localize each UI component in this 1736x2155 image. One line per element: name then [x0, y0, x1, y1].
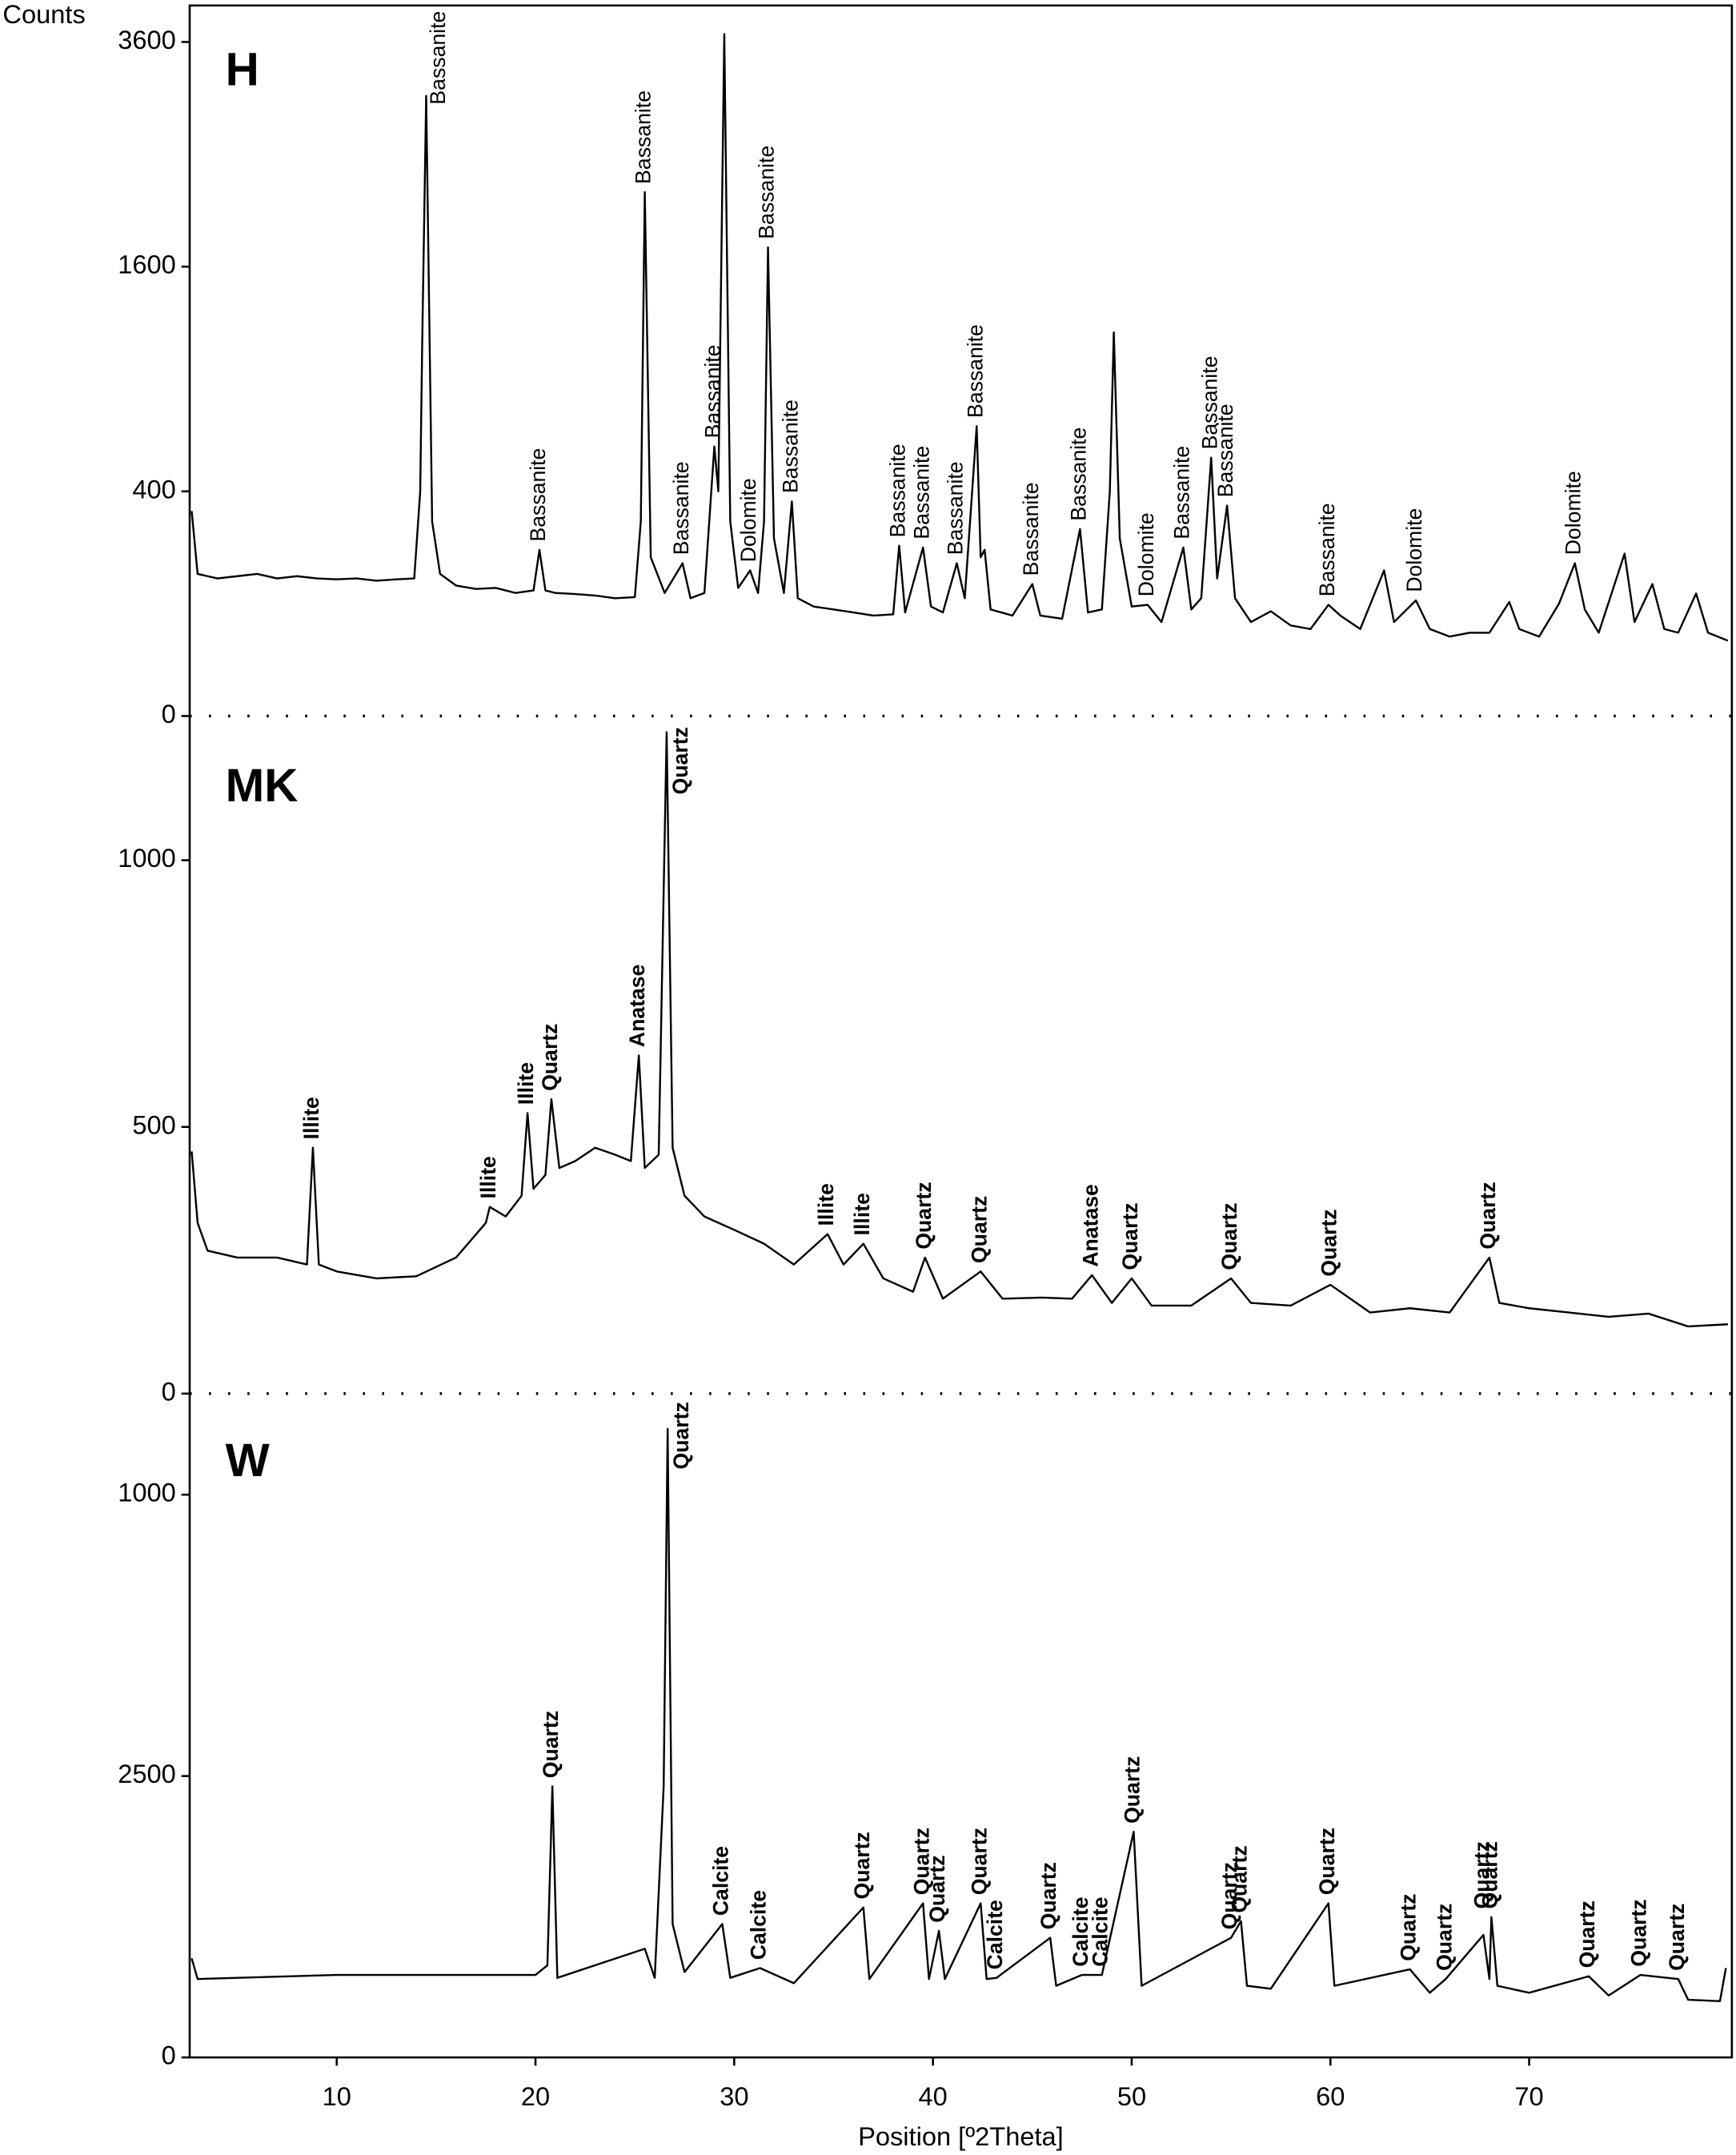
panel-label: H	[226, 43, 259, 95]
peak-label: Quartz	[925, 1855, 949, 1922]
peak-label: Dolomite	[1402, 508, 1426, 592]
peak-label: Bassanite	[909, 446, 933, 540]
x-tick-label: 20	[521, 2081, 550, 2111]
peak-label: Quartz	[850, 1832, 874, 1899]
peak-label: Quartz	[1036, 1862, 1060, 1929]
peak-label: Bassanite	[701, 345, 725, 439]
peak-label: Quartz	[1477, 1841, 1501, 1908]
y-tick-label: 400	[132, 474, 175, 504]
peak-label: Quartz	[912, 1182, 936, 1249]
peak-label: Illite	[814, 1183, 838, 1226]
peak-label: Quartz	[1476, 1182, 1500, 1249]
diffraction-line	[190, 731, 1728, 1328]
peak-label: Bassanite	[1197, 356, 1221, 450]
y-tick-label: 500	[132, 1110, 175, 1139]
peak-label: Bassanite	[1170, 446, 1194, 540]
x-tick-label: 70	[1514, 2081, 1543, 2111]
peak-label: Bassanite	[526, 448, 550, 542]
peak-label: Quartz	[1317, 1209, 1341, 1276]
y-tick-label: 1600	[118, 250, 176, 279]
peak-label: Dolomite	[1134, 512, 1158, 596]
peak-label: Quartz	[967, 1828, 991, 1895]
peak-label: Illite	[514, 1062, 538, 1105]
peak-label: Quartz	[1228, 1845, 1252, 1912]
peak-label: Quartz	[668, 727, 692, 794]
y-axis-label: Counts	[2, 0, 85, 29]
peak-label: Bassanite	[755, 146, 779, 239]
x-axis-label: Position [º2Theta]	[858, 2121, 1064, 2151]
y-tick-label: 1000	[118, 1478, 176, 1507]
peak-label: Quartz	[909, 1828, 933, 1895]
peak-label: Quartz	[539, 1711, 563, 1778]
peak-label: Quartz	[1118, 1202, 1142, 1270]
peak-label: Quartz	[538, 1024, 562, 1091]
x-tick-label: 30	[720, 2081, 748, 2111]
x-tick-label: 10	[323, 2081, 351, 2111]
peak-label: Calcite	[708, 1846, 732, 1916]
peak-label: Bassanite	[1066, 427, 1090, 521]
panel-label: MK	[226, 760, 299, 812]
peak-label: Quartz	[669, 1402, 693, 1469]
peak-label: Bassanite	[426, 11, 450, 105]
peak-label: Quartz	[1665, 1904, 1689, 1971]
peak-label: Bassanite	[943, 461, 967, 555]
peak-label: Anatase	[625, 965, 649, 1048]
peak-label: Bassanite	[885, 443, 909, 537]
peak-label: Illite	[850, 1193, 874, 1235]
peak-label: Bassanite	[669, 461, 693, 555]
peak-label: Dolomite	[1562, 471, 1586, 555]
y-tick-label: 0	[162, 699, 176, 728]
peak-label: Quartz	[1469, 1841, 1493, 1908]
y-tick-label: 1000	[118, 843, 176, 873]
peak-label: Bassanite	[631, 90, 656, 184]
peak-label: Quartz	[967, 1196, 991, 1263]
y-tick-label: 3600	[118, 25, 176, 54]
peak-label: Illite	[476, 1156, 500, 1198]
y-tick-label: 2500	[118, 1759, 176, 1788]
peak-label: Quartz	[1217, 1202, 1241, 1270]
x-tick-label: 50	[1117, 2081, 1146, 2111]
peak-label: Bassanite	[1213, 403, 1237, 497]
x-tick-label: 60	[1316, 2081, 1345, 2111]
peak-label: Quartz	[1120, 1756, 1144, 1824]
peak-label: Quartz	[1315, 1828, 1339, 1895]
peak-label: Quartz	[1575, 1900, 1599, 1968]
peak-label: Quartz	[1397, 1894, 1421, 1961]
peak-label: Quartz	[1432, 1904, 1456, 1971]
diffraction-line	[190, 33, 1729, 642]
peak-label: Quartz	[1217, 1862, 1241, 1929]
x-tick-label: 40	[919, 2081, 948, 2111]
peak-label: Quartz	[1627, 1899, 1651, 1966]
plot-frame	[188, 4, 1734, 2059]
peak-label: Illite	[299, 1097, 323, 1139]
peak-label: Bassanite	[1315, 503, 1339, 596]
peak-label: Calcite	[1089, 1896, 1113, 1966]
peak-label: Calcite	[1068, 1896, 1093, 1966]
peak-label: Bassanite	[778, 399, 802, 493]
peak-label: Calcite	[983, 1900, 1007, 1969]
peak-label: Bassanite	[1019, 482, 1043, 576]
y-tick-label: 0	[162, 1376, 176, 1406]
peak-label: Anatase	[1078, 1184, 1102, 1267]
diffraction-line	[190, 1427, 1727, 2003]
panel-label: W	[226, 1435, 271, 1487]
peak-label: Bassanite	[963, 324, 987, 418]
peak-label: Dolomite	[736, 478, 760, 562]
y-tick-label: 0	[162, 2041, 176, 2070]
peak-label: Calcite	[747, 1890, 771, 1960]
